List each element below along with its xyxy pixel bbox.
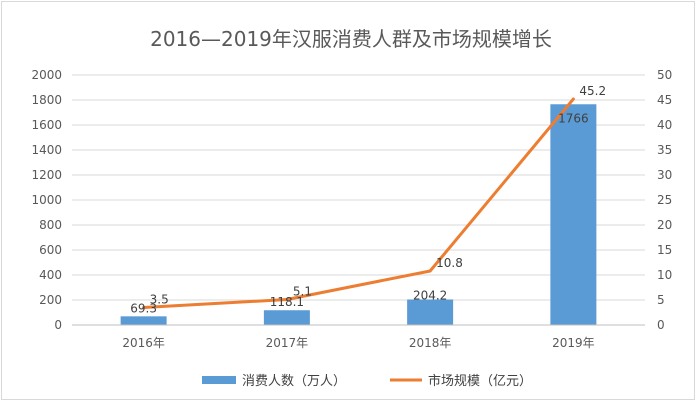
data-labels: 69.3 118.1 204.2 1766 3.5 5.1 10.8 45.2 xyxy=(130,84,606,315)
bar xyxy=(407,299,454,325)
y-right-tick-label: 20 xyxy=(657,218,672,232)
y-left-tick-label: 1000 xyxy=(31,193,62,207)
y-right-tick-label: 35 xyxy=(657,143,672,157)
legend: 消费人数（万人） 市场规模（亿元） xyxy=(202,373,532,389)
y-right-tick-label: 25 xyxy=(657,193,672,207)
y-left-tick-label: 1600 xyxy=(31,118,62,132)
y-right-tick-label: 45 xyxy=(657,93,672,107)
x-tick-label: 2018年 xyxy=(409,336,452,350)
grid-layer xyxy=(72,74,645,301)
y-right-tick-label: 40 xyxy=(657,118,672,132)
y-right-tick-label: 15 xyxy=(657,243,672,257)
y-right-tick-label: 5 xyxy=(657,293,665,307)
line-series xyxy=(142,97,575,309)
y-left-tick-label: 1400 xyxy=(31,143,62,157)
y-right-tick-label: 50 xyxy=(657,68,672,82)
bar-data-label: 204.2 xyxy=(413,288,447,302)
x-tick-label: 2019年 xyxy=(552,336,595,350)
y-left-tick-label: 2000 xyxy=(31,68,62,82)
y-right-tick-label: 0 xyxy=(657,318,665,332)
line-data-label: 45.2 xyxy=(579,84,606,98)
y-left-tick-label: 0 xyxy=(54,318,62,332)
bar-data-label: 118.1 xyxy=(270,295,304,309)
y-left-tick-label: 200 xyxy=(39,293,62,307)
line-data-label: 5.1 xyxy=(293,285,312,299)
legend-swatch-bar xyxy=(202,376,236,384)
y-left-tick-label: 600 xyxy=(39,243,62,257)
legend-label-line: 市场规模（亿元） xyxy=(428,373,532,389)
y-left-tick-label: 400 xyxy=(39,268,62,282)
right-axis: 0 5 10 15 20 25 30 35 40 45 50 xyxy=(657,68,672,332)
legend-label-bar: 消费人数（万人） xyxy=(242,374,346,389)
x-axis: 2016年 2017年 2018年 2019年 xyxy=(72,324,645,350)
bar xyxy=(263,310,310,325)
bar xyxy=(550,104,597,325)
y-right-tick-label: 30 xyxy=(657,168,672,182)
x-tick-label: 2017年 xyxy=(266,336,309,350)
line-path xyxy=(142,97,575,309)
chart-title: 2016—2019年汉服消费人群及市场规模增长 xyxy=(150,27,552,51)
y-right-tick-label: 10 xyxy=(657,268,672,282)
y-left-tick-label: 1800 xyxy=(31,93,62,107)
bar-data-label: 69.3 xyxy=(130,301,157,315)
y-left-tick-label: 1200 xyxy=(31,168,62,182)
line-data-label: 10.8 xyxy=(436,256,463,270)
left-axis: 0 200 400 600 800 1000 1200 1400 1600 1800 2000 xyxy=(31,68,62,332)
bar-series xyxy=(120,104,597,325)
bar-data-label: 1766 xyxy=(558,111,589,125)
line-data-label: 3.5 xyxy=(150,293,169,307)
y-left-tick-label: 800 xyxy=(39,218,62,232)
x-tick-label: 2016年 xyxy=(122,336,165,350)
bar xyxy=(120,316,167,325)
